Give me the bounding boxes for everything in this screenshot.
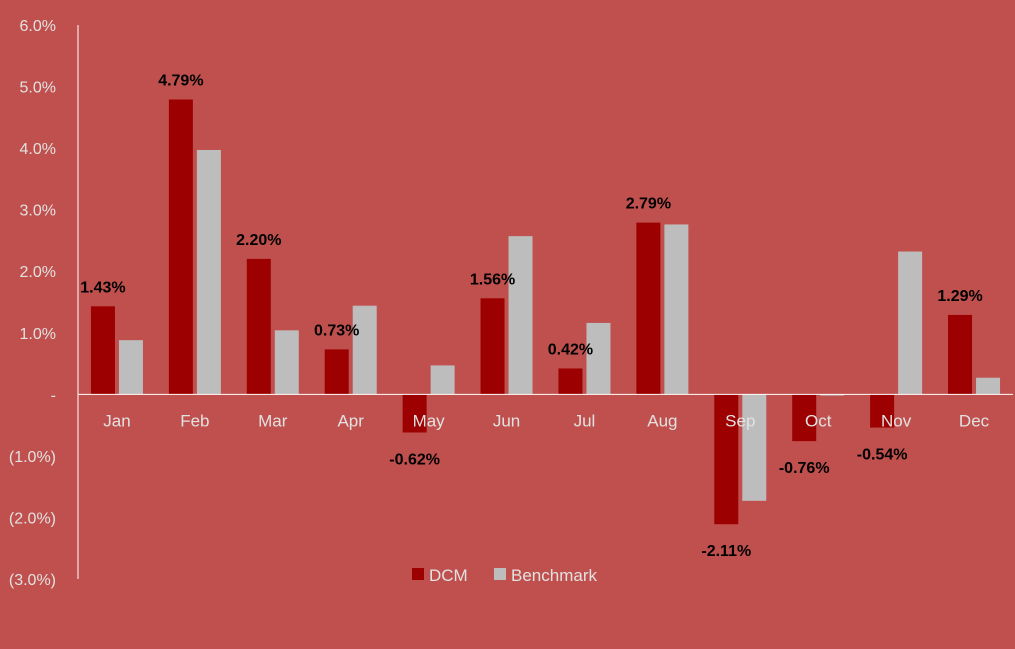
dcm-bar (168, 99, 193, 395)
dcm-bar (90, 306, 115, 395)
legend: DCM Benchmark (412, 566, 597, 585)
benchmark-bar (274, 330, 299, 395)
bars (90, 99, 1001, 525)
benchmark-bar (430, 365, 455, 395)
benchmark-bar (352, 305, 377, 395)
x-category-label: Nov (881, 411, 912, 430)
x-category-label: Jul (574, 411, 596, 430)
y-tick-label: (1.0%) (9, 449, 56, 466)
data-label: -0.76% (779, 460, 830, 477)
y-tick-label: - (51, 387, 56, 404)
data-label: 2.20% (236, 232, 281, 249)
benchmark-bar (742, 394, 767, 501)
x-axis-labels: Jan Feb Mar Apr May Jun Jul Aug Sep Oct Nov Dec (103, 411, 989, 430)
x-category-label: Sep (725, 411, 755, 430)
benchmark-bar (196, 149, 221, 395)
dcm-bar (402, 394, 427, 433)
y-axis-labels: 6.0% 5.0% 4.0% 3.0% 2.0% 1.0% - (1.0%) (2.0%) (3.… (9, 18, 56, 589)
y-tick-label: 1.0% (20, 326, 56, 343)
data-label: 1.56% (470, 271, 515, 288)
dcm-bar (636, 222, 661, 395)
legend-swatch (494, 568, 506, 580)
benchmark-bar (508, 236, 533, 395)
x-category-label: Jan (103, 411, 130, 430)
benchmark-bar (976, 377, 1001, 395)
x-category-label: Jun (493, 411, 520, 430)
data-label: 4.79% (158, 72, 203, 89)
dcm-bar (324, 349, 349, 395)
y-tick-label: (3.0%) (9, 572, 56, 589)
x-category-label: Apr (337, 411, 364, 430)
benchmark-bar (898, 251, 923, 395)
y-tick-label: 3.0% (20, 203, 56, 220)
y-tick-label: 5.0% (20, 80, 56, 97)
dcm-bar (870, 394, 895, 428)
dcm-bar (246, 258, 271, 395)
y-tick-label: 4.0% (20, 141, 56, 158)
dcm-bar (558, 368, 583, 395)
x-category-label: Dec (959, 411, 990, 430)
legend-label: Benchmark (511, 566, 597, 585)
benchmark-bar (118, 340, 143, 395)
dcm-bar (792, 394, 817, 442)
data-label: 0.73% (314, 322, 359, 339)
x-category-label: Aug (647, 411, 677, 430)
data-labels: 1.43% 4.79% 2.20% 0.73% -0.62% 1.56% 0.42% 2.79… (80, 72, 982, 560)
benchmark-bar (820, 394, 845, 396)
data-label: 0.42% (548, 341, 593, 358)
data-label: 1.43% (80, 279, 125, 296)
data-label: -2.11% (701, 543, 751, 560)
y-tick-label: 6.0% (20, 18, 56, 35)
legend-swatch (412, 568, 424, 580)
x-category-label: May (413, 411, 446, 430)
dcm-bar (714, 394, 739, 525)
data-label: -0.62% (389, 451, 440, 468)
y-tick-label: 2.0% (20, 264, 56, 281)
data-label: 1.29% (937, 288, 982, 305)
data-label: 2.79% (626, 196, 671, 213)
data-label: -0.54% (857, 447, 908, 464)
y-tick-label: (2.0%) (9, 510, 56, 527)
dcm-bar (480, 298, 505, 395)
legend-label: DCM (429, 566, 468, 585)
x-category-label: Feb (180, 411, 209, 430)
x-category-label: Oct (805, 411, 832, 430)
benchmark-bar (664, 224, 689, 395)
benchmark-bar (586, 322, 611, 395)
x-category-label: Mar (258, 411, 288, 430)
dcm-bar (948, 314, 973, 395)
